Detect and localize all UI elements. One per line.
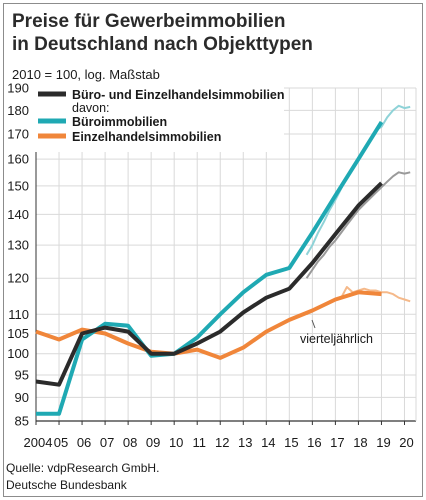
line-chart: 85 90 95 100 105 110 120 130 140 150 160 170 180 190 2… [7, 81, 417, 450]
y-tick-label: 100 [7, 346, 29, 361]
y-tick-label: 180 [7, 103, 29, 118]
x-tick-label: 19 [376, 435, 390, 450]
y-tick-label: 130 [7, 238, 29, 253]
y-tick-label: 190 [7, 81, 29, 96]
x-tick-label: 12 [215, 435, 229, 450]
plot-area: 85 90 95 100 105 110 120 130 140 150 160 170 180 190 2… [0, 80, 426, 458]
chart-subtitle: 2010 = 100, log. Maßstab [12, 67, 160, 82]
legend: Büro- und Einzelhandelsimmobilien davon:… [34, 86, 285, 152]
series-layer [35, 104, 411, 416]
title-line-1: Preise für Gewerbeimmobilien [12, 11, 286, 32]
legend-of-which: davon: [72, 101, 110, 115]
y-tick-label: 170 [7, 127, 29, 142]
x-tick-label: 16 [307, 435, 321, 450]
series-line-office [36, 120, 384, 416]
chart-frame: Preise für Gewerbeimmobilien in Deutschl… [3, 3, 423, 497]
y-tick-label: 140 [7, 207, 29, 222]
y-tick-label: 90 [15, 390, 29, 405]
x-tick-label: 14 [261, 435, 275, 450]
x-tick-label: 07 [100, 435, 114, 450]
legend-label-retail: Einzelhandelsimmobilien [72, 130, 221, 144]
y-tick-label: 95 [15, 367, 29, 382]
x-tick-label: 2004 [24, 435, 53, 450]
axis-layer: 85 90 95 100 105 110 120 130 140 150 160 170 180 190 2… [7, 81, 417, 450]
x-tick-label: 09 [146, 435, 160, 450]
y-tick-label: 105 [7, 326, 29, 341]
legend-box [34, 86, 284, 152]
x-tick-label: 05 [54, 435, 68, 450]
x-tick-label: 08 [123, 435, 137, 450]
y-tick-label: 150 [7, 178, 29, 193]
x-tick-label: 06 [77, 435, 91, 450]
y-tick-label: 85 [15, 414, 29, 429]
y-tick-label: 110 [8, 307, 29, 322]
x-tick-label: 20 [399, 435, 413, 450]
title-line-2: in Deutschland nach Objekttypen [12, 34, 313, 55]
x-tick-label: 11 [192, 435, 206, 450]
series-line-total_q [305, 171, 411, 279]
annotation-leader-line [311, 319, 316, 329]
x-tick-label: 18 [353, 435, 367, 450]
x-tick-label: 13 [238, 435, 252, 450]
x-tick-label: 10 [169, 435, 183, 450]
legend-label-office: Büroimmobilien [72, 115, 167, 129]
publisher-note: Deutsche Bundesbank [6, 478, 127, 492]
annotation-quarterly: vierteljährlich [300, 332, 373, 346]
source-note: Quelle: vdpResearch GmbH. [6, 461, 160, 475]
chart-title: Preise für Gewerbeimmobilien in Deutschl… [12, 10, 412, 56]
x-tick-label: 15 [284, 435, 298, 450]
series-line-total [35, 181, 383, 387]
y-tick-label: 160 [7, 152, 29, 167]
y-tick-label: 120 [7, 271, 29, 286]
legend-label-total: Büro- und Einzelhandelsimmobilien [72, 88, 285, 102]
x-tick-label: 17 [330, 435, 344, 450]
